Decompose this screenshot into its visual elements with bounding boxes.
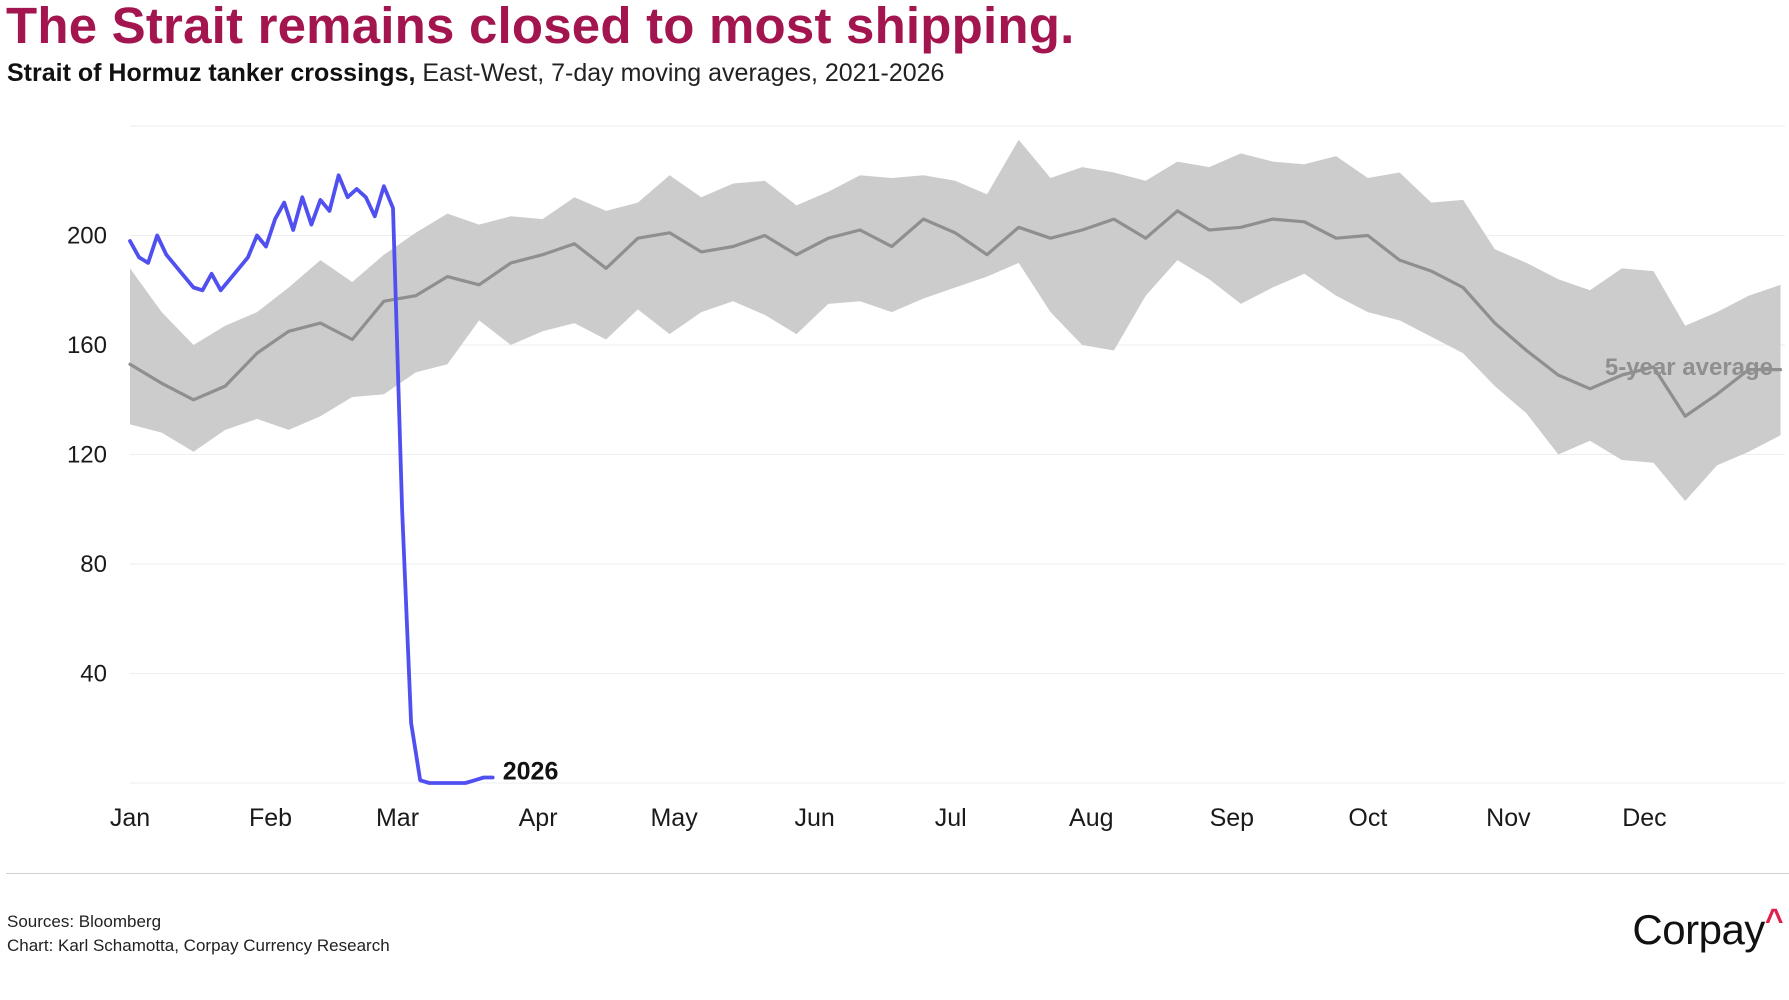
x-tick-label-dec: Dec	[1622, 804, 1666, 832]
logo-caret-mark: ^	[1764, 902, 1784, 938]
x-tick-label-mar: Mar	[376, 804, 419, 832]
x-tick-label-jul: Jul	[935, 804, 967, 832]
x-tick-label-jan: Jan	[110, 804, 150, 832]
x-tick-label-aug: Aug	[1069, 804, 1113, 832]
logo-text: Corpay	[1632, 906, 1765, 953]
subtitle-rest: East-West, 7-day moving averages, 2021-2…	[415, 59, 945, 87]
subtitle-lead: Strait of Hormuz tanker crossings,	[7, 59, 416, 87]
corpay-logo: Corpay^	[1632, 902, 1783, 954]
y-tick-label-40: 40	[80, 661, 107, 688]
x-tick-label-nov: Nov	[1486, 804, 1531, 832]
footer-divider	[6, 873, 1789, 874]
x-tick-label-apr: Apr	[519, 804, 558, 832]
series-line-2026	[128, 173, 495, 785]
y-tick-label-80: 80	[80, 551, 107, 578]
series-lines-layer	[128, 173, 1783, 785]
sources-text: Sources: Bloomberg	[7, 912, 162, 931]
x-axis: Jan Feb Mar Apr May Jun Jul Aug Sep Oct Nov Dec	[110, 804, 1667, 832]
y-tick-label-120: 120	[67, 442, 107, 469]
range-band-area	[130, 139, 1781, 501]
y-tick-label-160: 160	[67, 332, 107, 359]
footer-sources: Sources: Bloomberg Chart: Karl Schamotta…	[7, 910, 390, 958]
y-axis: 40 80 120 160 200	[67, 223, 107, 688]
series-line-5-year-average	[128, 209, 1783, 418]
chart-canvas: 40 80 120 160 200 Jan Feb Mar Apr May Jun Jul Aug Se…	[67, 125, 1785, 832]
chart-title: The Strait remains closed to most shippi…	[6, 0, 1075, 54]
y-tick-label-200: 200	[67, 223, 107, 250]
x-tick-label-jun: Jun	[795, 804, 835, 832]
x-tick-label-sep: Sep	[1210, 804, 1254, 832]
x-tick-label-oct: Oct	[1348, 804, 1387, 832]
range-band-layer	[130, 139, 1781, 501]
x-tick-label-feb: Feb	[249, 804, 292, 832]
chart-subtitle: Strait of Hormuz tanker crossings, East-…	[7, 59, 944, 88]
label-2026: 2026	[503, 758, 559, 786]
series-labels-layer: 5-year average 2026	[503, 354, 1773, 786]
credit-text: Chart: Karl Schamotta, Corpay Currency R…	[7, 936, 390, 955]
label-5-year-average: 5-year average	[1605, 354, 1773, 381]
x-tick-label-may: May	[650, 804, 698, 832]
